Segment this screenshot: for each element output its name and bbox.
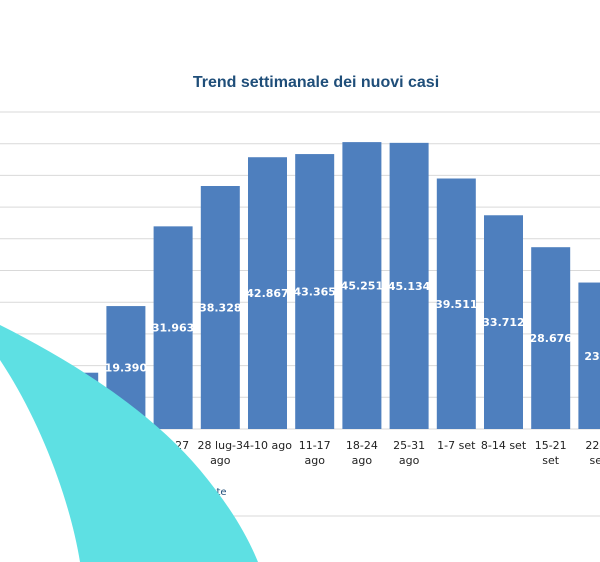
x-tick-label: ago: [210, 454, 231, 467]
bar: [578, 282, 600, 429]
bar: [295, 154, 335, 429]
bar-value-label: 43.365: [293, 286, 335, 299]
bar-value-label: 19.390: [105, 362, 148, 375]
bar: [248, 157, 287, 430]
x-tick-label: 4-10 ago: [243, 439, 292, 452]
bar: [153, 226, 193, 429]
bar-value-label: 45.134: [388, 280, 431, 293]
chart-title: Trend settimanale dei nuovi casi: [193, 74, 439, 91]
bar-value-label: 45.251: [341, 280, 383, 293]
bar: [484, 215, 523, 429]
x-tick-label: 15-21: [535, 439, 567, 452]
bar-labels: 8919.39031.96338.32842.86743.36545.25145…: [71, 280, 600, 408]
bar: [389, 142, 429, 429]
x-tick-label: 8-14 set: [481, 439, 527, 452]
bar-value-label: 42.867: [246, 287, 288, 300]
bar: [531, 247, 571, 429]
x-tick-label: set: [589, 454, 600, 467]
bar: [200, 186, 240, 429]
x-tick-label: 22-2: [585, 439, 600, 452]
bar-value-label: 38.328: [199, 302, 241, 315]
bar-value-label: 23.1: [584, 350, 600, 363]
x-tick-label: ago: [352, 454, 373, 467]
x-tick-label: 11-17: [299, 439, 331, 452]
bar-value-label: 39.511: [435, 298, 477, 311]
bars: [12, 142, 600, 430]
decorative-white-curve: [0, 360, 80, 562]
x-tick-label: ago: [304, 454, 325, 467]
bar: [342, 142, 382, 430]
x-tick-label: set: [542, 454, 559, 467]
x-tick-label: 18-24: [346, 439, 378, 452]
x-tick-label: 25-31: [393, 439, 425, 452]
bar-value-label: 31.963: [152, 322, 194, 335]
x-tick-label: ago: [399, 454, 420, 467]
x-tick-label: 1-7 set: [437, 439, 476, 452]
bar-value-label: 28.676: [529, 332, 572, 345]
bar: [436, 178, 476, 429]
x-tick-label: 28 lug-3: [198, 439, 243, 452]
bar-value-label: 33.712: [482, 316, 524, 329]
